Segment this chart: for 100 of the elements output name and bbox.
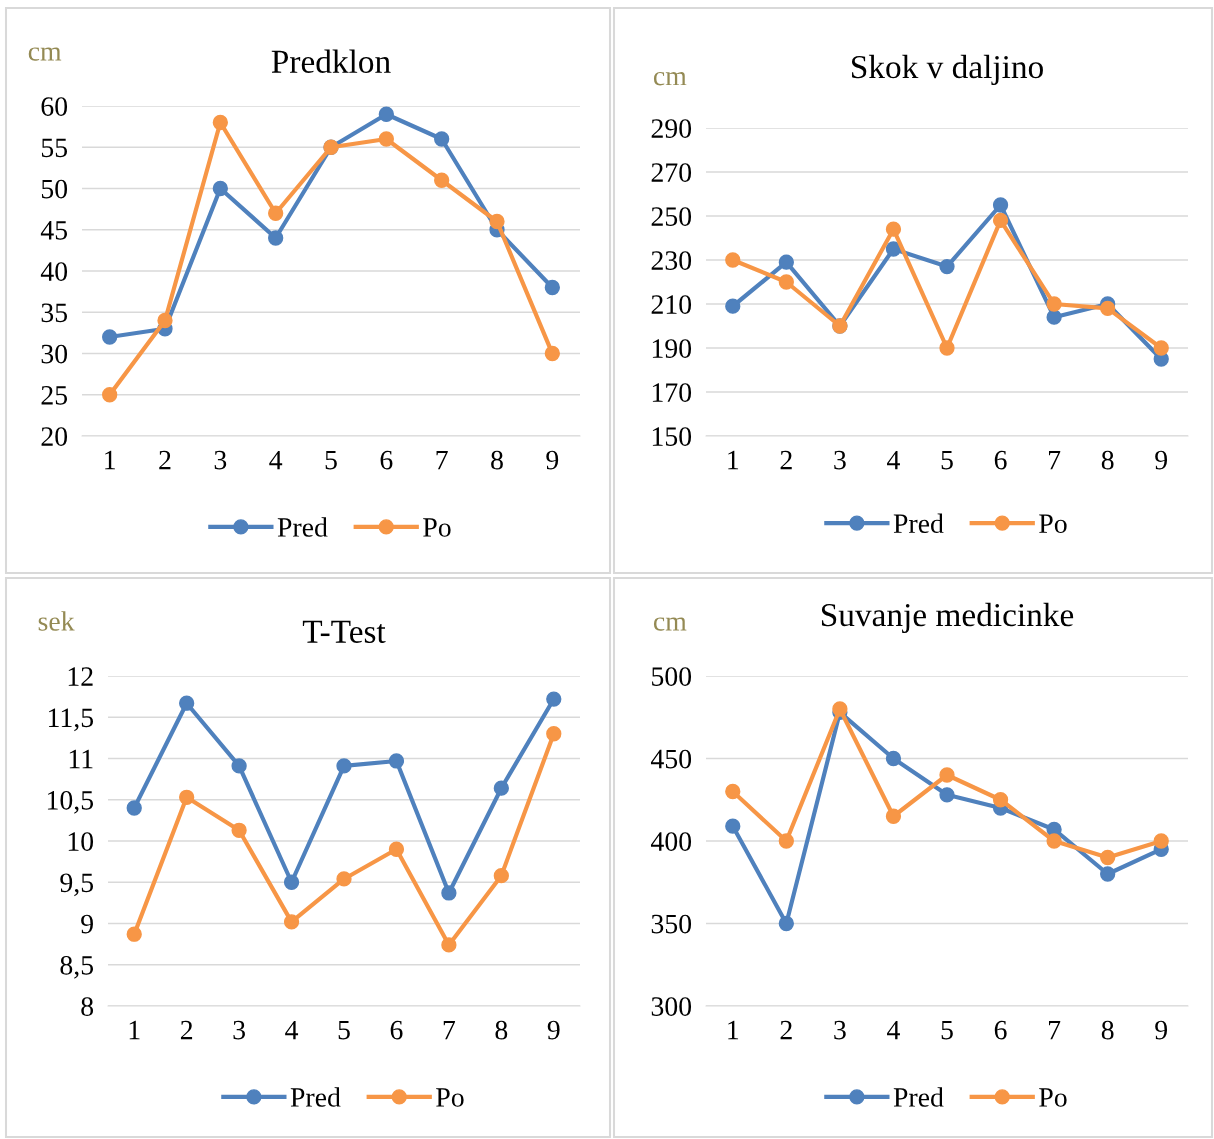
- point: [231, 822, 247, 838]
- y-tick-label: 50: [41, 179, 68, 199]
- point: [231, 758, 247, 774]
- point: [725, 252, 741, 268]
- point: [1046, 309, 1062, 325]
- x-tick-label: 2: [180, 1020, 193, 1040]
- legend-label: Pred: [893, 1087, 944, 1107]
- chart-title: Skok v daljino: [852, 54, 1043, 86]
- point: [434, 172, 450, 188]
- y-tick-label: 11,5: [48, 708, 94, 732]
- y-tick-label: 450: [650, 749, 692, 769]
- x-tick-label: 9: [546, 450, 559, 470]
- point: [725, 818, 741, 834]
- point: [992, 197, 1009, 213]
- x-tick-label: 6: [390, 1020, 403, 1040]
- point: [778, 833, 794, 849]
- y-tick-label: 10,5: [47, 790, 94, 814]
- point: [885, 750, 902, 767]
- x-tick-label: 2: [159, 450, 171, 470]
- x-tick-label: 6: [380, 450, 393, 470]
- x-tick-label: 5: [941, 1020, 953, 1040]
- point: [126, 800, 142, 816]
- chart-title: T-Test: [302, 620, 386, 643]
- y-tick-label: 30: [41, 344, 68, 364]
- point: [126, 926, 142, 942]
- x-tick-label: 3: [834, 450, 846, 470]
- point: [939, 767, 955, 783]
- point: [1046, 296, 1062, 312]
- point: [268, 230, 284, 246]
- x-tick-label: 2: [780, 450, 792, 470]
- point: [336, 758, 352, 774]
- point: [378, 131, 394, 147]
- y-tick-label: 230: [651, 251, 692, 270]
- x-tick-label: 9: [1155, 1020, 1168, 1040]
- point: [378, 106, 394, 122]
- point: [992, 212, 1009, 229]
- x-tick-label: 3: [233, 1020, 245, 1040]
- y-tick-label: 20: [41, 427, 68, 446]
- y-tick-label: 9: [81, 914, 93, 934]
- x-tick-label: 6: [994, 450, 1007, 470]
- y-axis-title: cm: [653, 617, 687, 631]
- point: [778, 274, 794, 290]
- point: [268, 205, 284, 221]
- y-tick-label: 170: [652, 383, 692, 402]
- point: [489, 213, 505, 230]
- x-tick-label: 7: [1049, 1020, 1061, 1040]
- x-tick-label: 4: [887, 450, 900, 470]
- y-tick-label: 60: [41, 97, 68, 116]
- x-tick-label: 4: [887, 1020, 900, 1040]
- point: [939, 787, 955, 803]
- chart-title: Suvanje medicinke: [821, 602, 1074, 634]
- x-tick-label: 5: [338, 1020, 350, 1040]
- point: [546, 726, 562, 742]
- point: [885, 221, 902, 237]
- y-tick-label: 35: [41, 303, 68, 323]
- y-tick-label: 8: [81, 997, 94, 1016]
- point: [179, 789, 195, 805]
- point: [179, 695, 195, 711]
- point: [157, 312, 173, 329]
- x-tick-label: 8: [1101, 1020, 1114, 1040]
- x-tick-label: 5: [325, 450, 337, 470]
- point: [544, 279, 560, 296]
- x-tick-label: 9: [1155, 450, 1168, 470]
- y-tick-label: 270: [651, 163, 692, 182]
- point: [212, 180, 228, 197]
- y-axis-title: cm: [653, 72, 687, 86]
- x-tick-label: 5: [941, 450, 953, 470]
- y-tick-label: 290: [651, 119, 692, 138]
- point: [102, 329, 118, 345]
- x-tick-label: 9: [547, 1020, 560, 1040]
- y-tick-label: 45: [40, 221, 68, 240]
- y-tick-label: 55: [41, 138, 68, 158]
- point: [992, 792, 1009, 808]
- x-tick-label: 8: [491, 450, 503, 470]
- legend-label: Po: [423, 518, 451, 537]
- point: [493, 780, 509, 796]
- x-tick-label: 1: [105, 450, 115, 470]
- x-tick-label: 3: [834, 1020, 846, 1040]
- point: [441, 885, 457, 901]
- point: [212, 114, 228, 131]
- x-tick-label: 1: [129, 1020, 140, 1040]
- x-tick-label: 8: [495, 1020, 508, 1040]
- point: [434, 131, 450, 147]
- y-tick-label: 12: [68, 667, 93, 686]
- x-tick-label: 6: [994, 1020, 1007, 1040]
- point: [283, 914, 300, 930]
- x-tick-label: 4: [285, 1020, 299, 1040]
- y-tick-label: 9,5: [60, 873, 94, 897]
- y-tick-label: 25: [41, 385, 68, 405]
- point: [1100, 300, 1116, 317]
- legend-label: Po: [436, 1088, 464, 1107]
- point: [1100, 866, 1116, 882]
- legend-label: Po: [1039, 514, 1067, 534]
- y-tick-label: 10: [68, 832, 94, 851]
- legend-label: Pred: [277, 517, 328, 537]
- point: [1153, 833, 1169, 849]
- y-tick-label: 350: [651, 914, 692, 934]
- point: [778, 915, 794, 932]
- y-axis-title: cm: [28, 47, 62, 61]
- point: [1100, 849, 1116, 866]
